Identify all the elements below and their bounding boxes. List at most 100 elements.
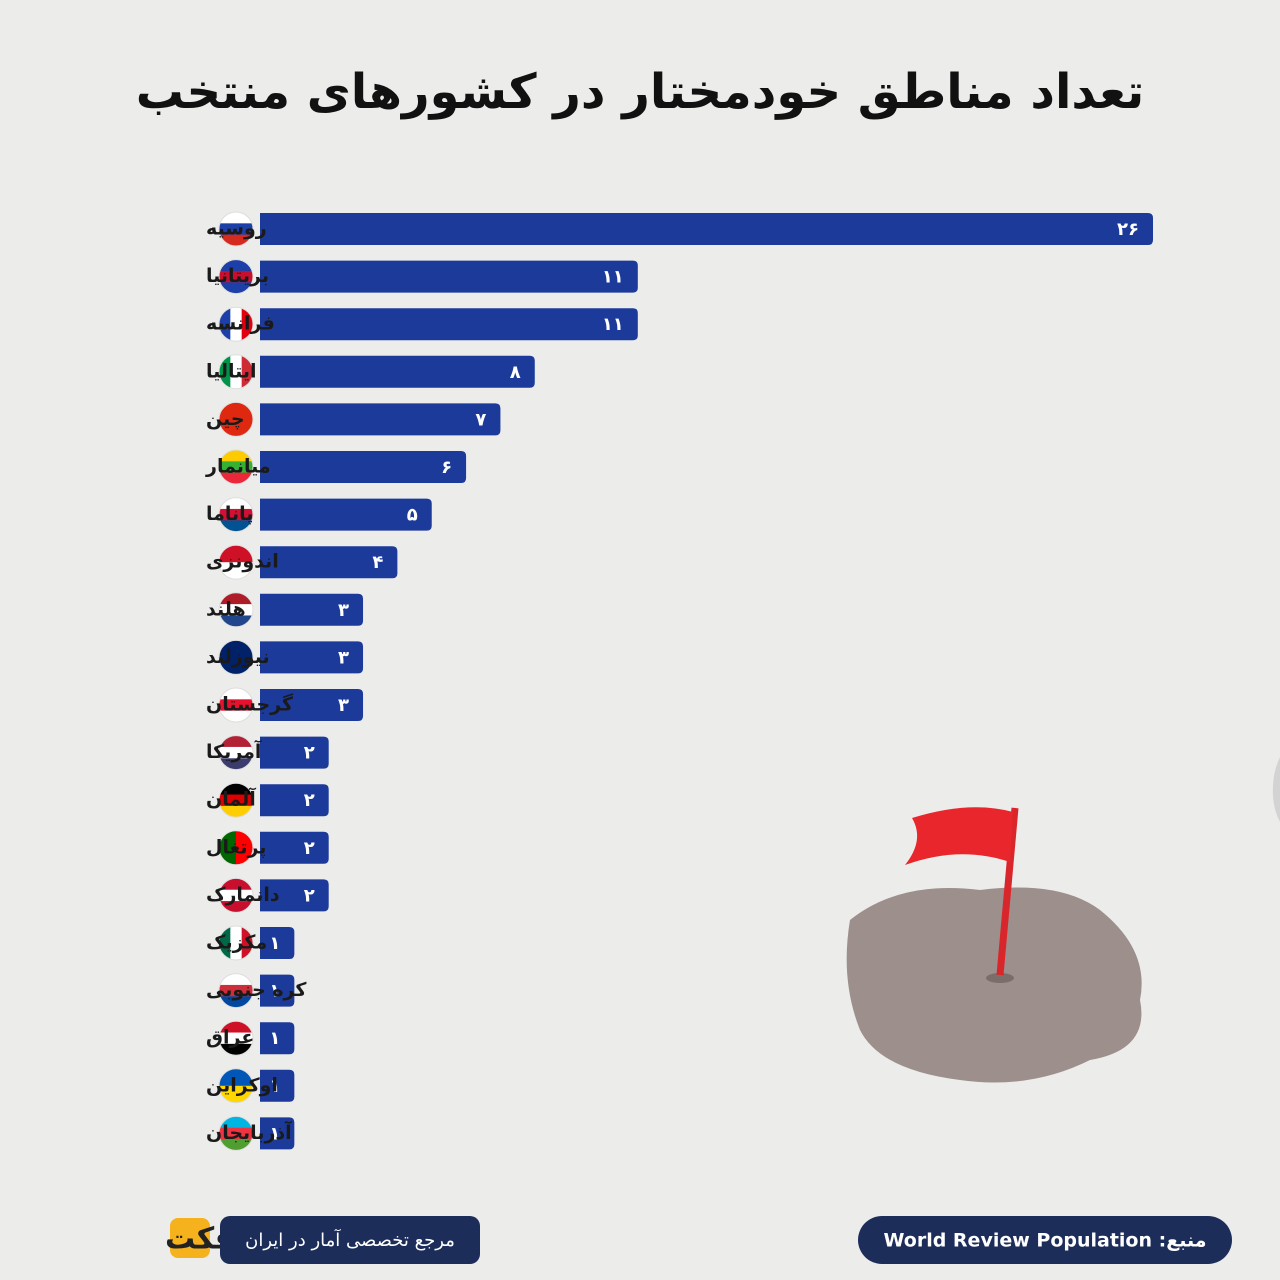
bar	[260, 451, 467, 483]
bar	[260, 308, 638, 341]
flag-stripe	[219, 996, 253, 1008]
flag-stripe	[219, 1085, 253, 1103]
flag-stripe	[219, 562, 253, 580]
flag-stripe	[219, 604, 253, 616]
flag-stripe	[219, 984, 253, 997]
flag-border	[218, 449, 254, 485]
category-label: بریتانیا	[206, 265, 269, 287]
flag-border	[218, 306, 254, 342]
source-box	[858, 1216, 1232, 1264]
flag-stripe	[219, 592, 253, 605]
flag-border	[218, 211, 254, 247]
bar	[260, 355, 535, 388]
flag-stripe	[219, 450, 253, 462]
flag-stripe	[219, 461, 253, 474]
flag-stripe	[219, 1116, 253, 1129]
category-label: عراق	[206, 1027, 254, 1049]
flag-stripe	[219, 688, 253, 700]
flag	[219, 592, 253, 627]
flag	[219, 1021, 253, 1056]
flag-stripe	[219, 1032, 253, 1045]
flag	[219, 497, 253, 532]
flag	[219, 212, 253, 246]
flag-stripe	[219, 794, 253, 807]
tagline: مرجع تخصصی آمار در ایران	[245, 1228, 455, 1251]
flag-stripe	[219, 282, 253, 294]
value-label: ۲	[304, 885, 315, 906]
bar	[260, 593, 364, 626]
island-illustration	[846, 807, 1142, 1083]
flag-stripe	[219, 783, 253, 796]
flag-border	[218, 973, 254, 1009]
category-label: پاناما	[206, 503, 253, 525]
flag-border	[218, 592, 254, 628]
value-label: ۷	[475, 409, 486, 430]
flag-stripe	[219, 901, 253, 913]
flag-stripe	[219, 520, 253, 532]
flag	[219, 688, 253, 722]
bar	[260, 689, 364, 721]
flag-border	[218, 259, 254, 295]
value-label: ۲	[304, 838, 315, 859]
flag	[219, 1116, 253, 1151]
flag-stripe	[230, 354, 243, 389]
category-label: آلمان	[206, 787, 256, 811]
category-label: فرانسه	[206, 313, 275, 335]
value-label: ۵	[407, 505, 418, 526]
flag-border	[218, 544, 254, 580]
flag-stripe	[219, 1068, 253, 1087]
category-label: آذربایجان	[206, 1120, 292, 1144]
flag-stripe	[219, 1021, 253, 1034]
value-label: ۱	[269, 933, 280, 954]
flag	[219, 973, 253, 1008]
category-label: نیوزلند	[206, 646, 270, 668]
category-label: میانمار	[205, 456, 271, 478]
flag-border	[218, 639, 254, 675]
chart-title: تعداد مناطق خودمختار در کشورهای منتخب	[136, 64, 1145, 120]
flag-stripe	[219, 497, 253, 510]
bar	[260, 641, 364, 674]
bar	[260, 784, 329, 817]
flag-border	[218, 830, 254, 866]
flag-stripe	[230, 307, 243, 342]
flag-stripe	[219, 889, 253, 902]
flag	[219, 450, 253, 484]
flag	[219, 545, 253, 580]
flag-border	[218, 1020, 254, 1056]
flag-stripe	[219, 259, 253, 272]
flag-border	[218, 687, 254, 723]
bar	[260, 546, 398, 579]
bar	[260, 831, 329, 864]
flag-stripe	[219, 735, 253, 748]
flag-stripe	[219, 354, 231, 389]
flag-border	[218, 925, 254, 961]
category-label: گرجستان	[206, 693, 294, 716]
value-label: ۴	[372, 552, 383, 573]
value-label: ۱	[269, 981, 280, 1002]
value-label: ۳	[338, 695, 349, 716]
flag-stripe	[219, 402, 253, 437]
category-label: اوکراین	[206, 1074, 278, 1096]
flag-stripe	[219, 508, 253, 521]
flag-stripe	[219, 878, 253, 891]
footer: آمارفکت مرجع تخصصی آمار در ایران منبع: W…	[165, 1216, 1232, 1264]
flag-stripe	[219, 615, 253, 627]
flag	[219, 640, 253, 675]
value-label: ۱	[269, 1028, 280, 1049]
flag	[219, 735, 253, 770]
flag-stripe	[219, 234, 253, 246]
flag-stripe	[241, 354, 253, 389]
flag	[219, 307, 253, 342]
bar	[260, 1022, 295, 1055]
flag-stripe	[219, 699, 253, 712]
flag	[219, 1068, 253, 1103]
value-label: ۸	[510, 362, 521, 383]
flag-stripe	[241, 307, 253, 342]
category-label: روسیه	[206, 218, 267, 240]
watermark: آمارفکت	[1250, 510, 1280, 949]
flag-stripe	[219, 472, 253, 484]
category-label: اندونزی	[206, 551, 279, 573]
value-label: ۲	[304, 790, 315, 811]
category-label: مکزیک	[206, 932, 267, 954]
